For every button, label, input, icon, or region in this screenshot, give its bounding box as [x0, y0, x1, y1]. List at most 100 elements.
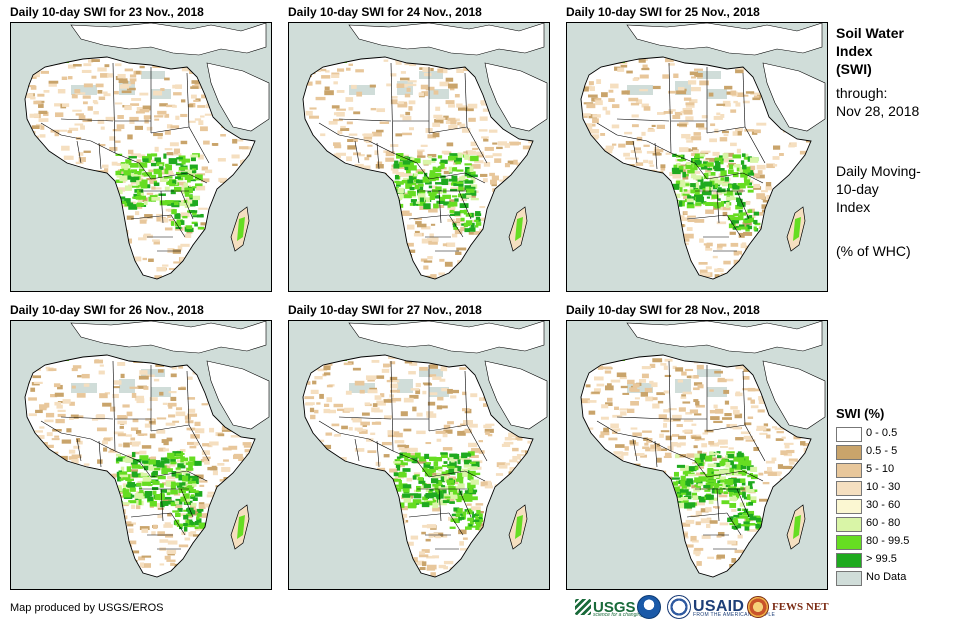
- legend-label: 80 - 99.5: [866, 535, 910, 547]
- country-border: [150, 126, 190, 134]
- swi-wet-cell: [428, 490, 433, 494]
- swi-cell: [447, 218, 456, 222]
- swi-cell: [123, 442, 130, 448]
- swi-cell: [461, 408, 470, 412]
- swi-wet-cell: [115, 453, 122, 457]
- swi-wet-cell: [440, 493, 450, 498]
- swi-cell: [581, 398, 590, 404]
- swi-cell: [644, 442, 649, 446]
- swi-cell: [759, 498, 768, 502]
- swi-wet-cell: [677, 500, 683, 503]
- swi-cell: [117, 362, 126, 366]
- swi-cell: [776, 431, 784, 434]
- swi-cell: [124, 105, 132, 111]
- swi-cell: [710, 123, 716, 127]
- swi-wet-cell: [434, 172, 442, 177]
- swi-cell: [685, 412, 692, 415]
- swi-cell: [146, 126, 153, 131]
- swi-wet-cell: [472, 519, 480, 522]
- swi-wet-cell: [738, 461, 747, 465]
- swi-wet-cell: [180, 457, 189, 463]
- swi-wet-cell: [133, 460, 138, 465]
- swi-cell: [139, 220, 147, 224]
- swi-cell: [419, 567, 426, 571]
- swi-cell: [144, 423, 151, 428]
- swi-wet-cell: [703, 173, 709, 179]
- swi-cell: [600, 133, 606, 136]
- swi-wet-cell: [465, 526, 472, 530]
- swi-cell: [367, 144, 373, 147]
- fews-net-logo: FEWS NET: [747, 594, 829, 620]
- swi-cell: [705, 507, 712, 512]
- swi-wet-cell: [470, 479, 479, 485]
- swi-cell: [635, 162, 644, 166]
- swi-cell: [777, 471, 782, 475]
- swi-wet-cell: [398, 161, 403, 168]
- swi-cell: [433, 114, 443, 119]
- swi-wet-cell: [127, 202, 134, 206]
- swi-cell: [390, 383, 399, 389]
- swi-cell: [501, 443, 511, 447]
- swi-map: [10, 320, 272, 590]
- swi-cell: [62, 399, 71, 404]
- swi-wet-cell: [464, 156, 470, 160]
- swi-wet-cell: [469, 186, 476, 190]
- swi-wet-cell: [440, 159, 448, 164]
- swi-cell: [705, 209, 715, 214]
- swi-wet-cell: [402, 164, 410, 167]
- swi-wet-cell: [699, 499, 706, 503]
- swi-cell: [730, 142, 737, 147]
- swi-wet-cell: [142, 156, 148, 161]
- swi-wet-cell: [748, 170, 754, 174]
- swi-cell: [652, 397, 658, 401]
- swi-cell: [81, 69, 92, 74]
- swi-cell: [731, 509, 737, 512]
- swi-cell: [783, 451, 793, 457]
- swi-cell: [722, 417, 732, 420]
- swi-cell: [461, 127, 471, 133]
- legend-swatch: [836, 571, 862, 586]
- africa-coastline: [580, 354, 812, 578]
- swi-cell: [310, 414, 316, 420]
- swi-wet-cell: [194, 174, 203, 181]
- swi-cell: [184, 233, 192, 238]
- swi-cell: [451, 389, 460, 394]
- swi-wet-cell: [414, 184, 420, 190]
- swi-cell: [419, 67, 425, 70]
- swi-wet-cell: [434, 457, 443, 462]
- swi-cell: [201, 178, 210, 183]
- swi-cell: [212, 470, 218, 476]
- swi-wet-cell: [725, 196, 732, 201]
- swi-cell: [683, 419, 694, 422]
- swi-cell: [376, 108, 386, 113]
- swi-wet-cell: [717, 198, 721, 201]
- swi-cell: [668, 408, 677, 411]
- swi-cell: [97, 67, 107, 72]
- swi-wet-cell: [721, 500, 730, 505]
- swi-cell: [371, 131, 382, 137]
- swi-wet-cell: [678, 201, 683, 207]
- country-border: [392, 152, 418, 164]
- swi-wet-cell: [415, 179, 424, 184]
- swi-wet-cell: [190, 495, 196, 499]
- swi-cell: [157, 514, 163, 519]
- swi-cell: [348, 107, 354, 111]
- country-border: [112, 360, 116, 452]
- usaid-logo-text: USAID: [693, 598, 745, 615]
- swi-cell: [118, 443, 123, 447]
- usgs-logo: USGS science for a changing world: [575, 594, 656, 620]
- swi-wet-cell: [451, 513, 456, 517]
- swi-cell: [721, 130, 729, 134]
- swi-cell: [364, 402, 370, 406]
- swi-cell: [110, 473, 116, 478]
- swi-cell: [643, 106, 651, 111]
- swi-cell: [139, 526, 150, 531]
- swi-cell: [331, 72, 340, 75]
- swi-wet-cell: [402, 453, 411, 458]
- country-border: [668, 360, 672, 452]
- swi-cell: [220, 134, 226, 137]
- swi-cell: [188, 532, 194, 537]
- swi-cell: [166, 104, 176, 108]
- swi-cell: [663, 455, 672, 459]
- swi-cell: [113, 386, 120, 389]
